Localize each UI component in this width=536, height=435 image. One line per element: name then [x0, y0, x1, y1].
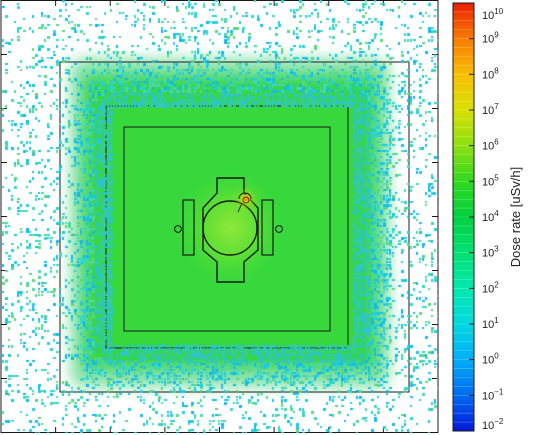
colorbar-tick-label: 108 — [482, 66, 499, 81]
colorbar-gradient — [453, 3, 474, 431]
colorbar-tick-label: 105 — [482, 173, 499, 188]
colorbar-tick-label: 1010 — [482, 7, 504, 22]
colorbar-ticks: 1010 109 108 107 106 105 104 103 102 101 100 10−1 10… — [469, 2, 504, 432]
colorbar-tick-label: 109 — [482, 31, 499, 46]
colorbar-tick-label: 10−1 — [482, 387, 504, 402]
colorbar-tick-label: 107 — [482, 102, 499, 117]
colorbar-tick-label: 101 — [482, 316, 499, 331]
dose-speckle-layer — [2, 0, 438, 433]
colorbar-label: Dose rate [uSv/h] — [508, 167, 523, 267]
colorbar-tick-label: 10−2 — [482, 417, 504, 432]
colorbar-tick-label: 102 — [482, 280, 499, 295]
colorbar-tick-label: 100 — [482, 352, 499, 367]
colorbar-tick-label: 104 — [482, 209, 499, 224]
colorbar-tick-label: 103 — [482, 245, 499, 260]
colorbar: 1010 109 108 107 106 105 104 103 102 101 100 10−1 10… — [452, 2, 523, 432]
colorbar-tick-label: 106 — [482, 138, 499, 153]
